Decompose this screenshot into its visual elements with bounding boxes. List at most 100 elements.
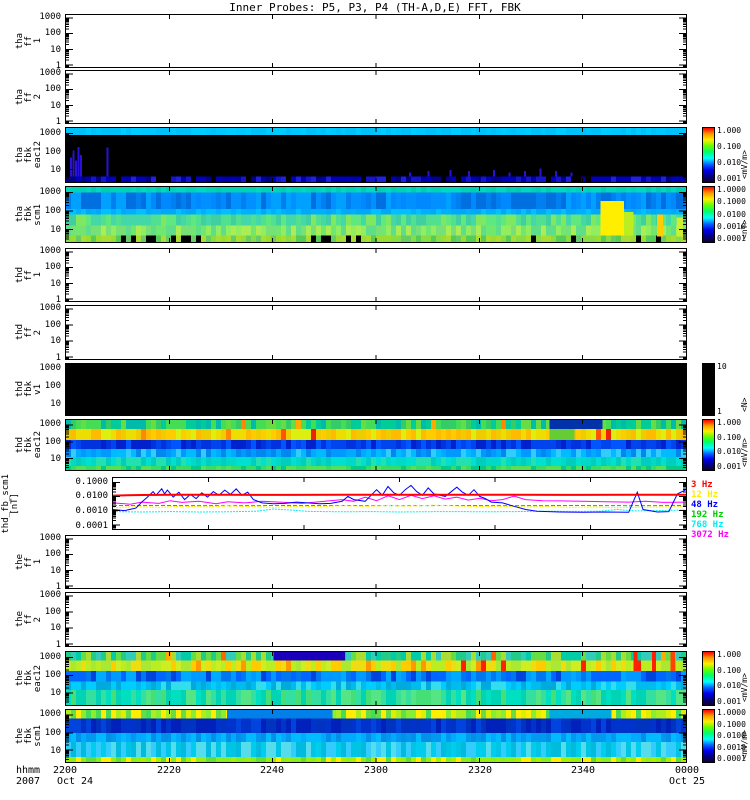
legend-entry-3-hz: 3 Hz <box>691 480 713 490</box>
colorbar-tick-label: 1.000 <box>717 418 742 427</box>
legend-entry-192-hz: 192 Hz <box>691 510 724 520</box>
y-tick-label: 10 <box>50 623 61 633</box>
y-tick-label: 1 <box>55 117 61 127</box>
the_ff_1-canvas <box>66 536 686 588</box>
y-tick-label: 10 <box>50 454 61 464</box>
x-tick-label: 2220 <box>156 765 182 776</box>
colorbar-tick-label: 0.0010 <box>717 743 746 752</box>
y-tick-label: 100 <box>44 28 61 38</box>
x-tick-label: 2200 <box>52 765 78 776</box>
x-tick-label: 2240 <box>259 765 285 776</box>
figure-title: Inner Probes: P5, P3, P4 (TH-A,D,E) FFT,… <box>229 1 521 14</box>
y-tick-label: 0.0100 <box>75 491 108 501</box>
panel-the_fbk_eac12 <box>65 651 687 706</box>
panel-thd_fbk_v1 <box>65 363 687 416</box>
x-tick-label: 2320 <box>467 765 493 776</box>
colorbar-tick-label: 0.001 <box>717 697 742 706</box>
y-tick-label: 1000 <box>39 128 61 138</box>
y-tick-label: 1000 <box>39 303 61 313</box>
y-tick-label: 1 <box>55 353 61 363</box>
panel-label-the_ff_2: the ff 2 <box>15 592 50 647</box>
y-tick-label: 10 <box>50 101 61 111</box>
colorbar-tick-label: 0.001 <box>717 174 742 183</box>
colorbar-tick-label: 0.010 <box>717 681 742 690</box>
tha_fbk_scm1-canvas <box>66 187 686 242</box>
panel-label-line: 1 <box>33 559 43 565</box>
colorbar-tick-label: 1.0000 <box>717 708 746 717</box>
y-tick-label: 10 <box>50 45 61 55</box>
colorbar-tick-label: 1 <box>717 407 722 416</box>
panel-label-line: eac12 <box>33 664 43 693</box>
panel-label-line: scm1 <box>33 203 43 226</box>
y-tick-label: 1000 <box>39 187 61 197</box>
colorbar-the_fbk_eac12 <box>702 651 715 706</box>
thd_fbk_eac12-canvas <box>66 420 686 470</box>
colorbar-unit-label: <mV/m> <box>740 673 749 702</box>
y-tick-label: 100 <box>44 670 61 680</box>
panel-label-tha_ff_1: tha ff 1 <box>15 14 50 68</box>
colorbar-thd_fbk_eac12 <box>702 419 715 471</box>
the_fbk_eac12-canvas <box>66 652 686 705</box>
the_ff_2-canvas <box>66 593 686 646</box>
panel-label-tha_fbk_eac12: tha fbk eac12 <box>15 127 50 183</box>
colorbar-tick-label: 1.000 <box>717 650 742 659</box>
y-tick-label: 1000 <box>39 68 61 78</box>
panel-label-line: 2 <box>33 616 43 623</box>
legend-entry-48-hz: 48 Hz <box>691 500 719 510</box>
thd_ff_2-canvas <box>66 306 686 359</box>
y-tick-label: 10 <box>50 399 61 409</box>
y-tick-label: 10 <box>50 279 61 289</box>
panel-the_fbk_scm1 <box>65 709 687 763</box>
line-series-3072-hz <box>113 494 686 505</box>
y-tick-label: 0.1000 <box>75 477 108 487</box>
thd_fb_scm1-canvas <box>113 478 686 529</box>
panel-label-line: eac12 <box>33 431 43 459</box>
colorbar-tha_fbk_scm1 <box>702 186 715 243</box>
y-tick-label: 100 <box>44 147 61 157</box>
thd_fbk_v1-canvas <box>66 364 686 415</box>
colorbar-unit-label: <mV/m> <box>740 150 749 179</box>
panel-label-line: eac12 <box>33 141 43 169</box>
panel-thd_ff_2 <box>65 305 687 360</box>
colorbar-tick-label: 0.0100 <box>717 210 746 219</box>
y-tick-label: 1 <box>55 295 61 305</box>
panel-tha_fbk_scm1 <box>65 186 687 243</box>
y-tick-label: 1000 <box>39 709 61 719</box>
colorbar-tick-label: 0.1000 <box>717 720 746 729</box>
colorbar-tick-label: 0.010 <box>717 447 742 456</box>
y-tick-label: 1 <box>55 640 61 650</box>
y-tick-label: 100 <box>44 728 61 738</box>
panel-label-line: v1 <box>33 384 43 395</box>
y-tick-label: 100 <box>44 320 61 330</box>
panel-label-the_fbk_scm1: the fbk scm1 <box>15 709 50 763</box>
panel-label-thd_fbk_eac12: thd fbk eac12 <box>15 419 50 471</box>
panel-thd_ff_1 <box>65 248 687 302</box>
panel-label-the_ff_1: the ff 1 <box>15 535 50 589</box>
panel-tha_ff_2 <box>65 70 687 124</box>
panel-tha_ff_1 <box>65 14 687 68</box>
y-tick-label: 100 <box>44 84 61 94</box>
y-tick-label: 100 <box>44 262 61 272</box>
y-tick-label: 1000 <box>39 246 61 256</box>
time-axis-unit-label: hhmm <box>16 765 41 776</box>
line-series-3-hz <box>113 493 686 497</box>
panel-label-line: 1 <box>33 272 43 278</box>
y-tick-label: 10 <box>50 746 61 756</box>
panel-label-line: 2 <box>33 329 43 336</box>
panel-label-thd_ff_1: thd ff 1 <box>15 248 50 302</box>
y-tick-label: 10 <box>50 225 61 235</box>
panel-label-line: 2 <box>33 94 43 100</box>
colorbar-tick-label: 0.100 <box>717 666 742 675</box>
panel-label-line: 1 <box>33 38 43 44</box>
x-tick-label: 2300 <box>363 765 389 776</box>
y-tick-label: 1 <box>55 582 61 592</box>
date-label-end: Oct 25 <box>668 776 706 787</box>
colorbar-tick-label: 0.001 <box>717 462 742 471</box>
legend-entry-768-hz: 768 Hz <box>691 520 724 530</box>
y-tick-label: 100 <box>44 607 61 617</box>
y-tick-label: 100 <box>44 206 61 216</box>
panel-the_ff_2 <box>65 592 687 647</box>
thd_ff_1-canvas <box>66 249 686 301</box>
y-tick-label: 100 <box>44 437 61 447</box>
